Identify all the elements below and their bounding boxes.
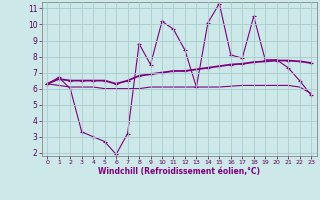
X-axis label: Windchill (Refroidissement éolien,°C): Windchill (Refroidissement éolien,°C) xyxy=(98,167,260,176)
